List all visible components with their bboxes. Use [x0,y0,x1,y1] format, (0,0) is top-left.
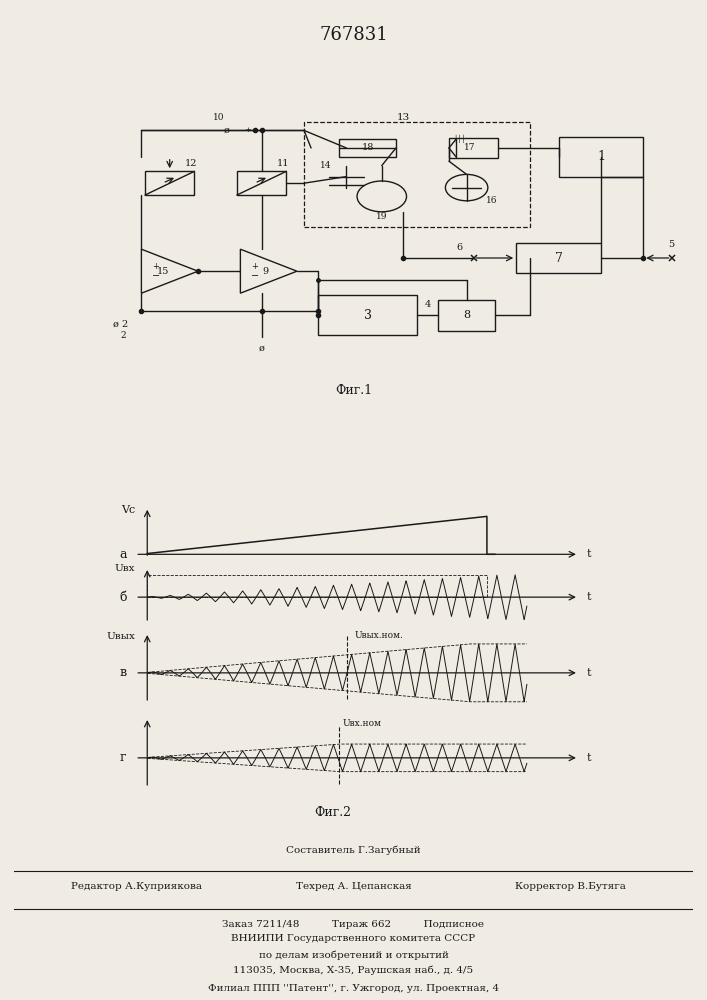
Text: 9: 9 [262,267,268,276]
Bar [449,138,498,158]
Text: Uвых.ном.: Uвых.ном. [355,631,404,640]
Text: Филиал ППП ''Патент'', г. Ужгород, ул. Проектная, 4: Филиал ППП ''Патент'', г. Ужгород, ул. П… [208,984,499,993]
Bar [318,295,417,335]
Text: 3: 3 [363,309,372,322]
Bar [304,122,530,227]
Text: Фиг.2: Фиг.2 [314,806,351,819]
Text: 12: 12 [185,159,197,168]
Text: 7: 7 [554,251,563,264]
Text: 5: 5 [669,240,674,249]
Text: 16: 16 [486,196,497,205]
Text: Uвх.ном: Uвх.ном [343,719,382,728]
Text: 113035, Москва, Х-35, Раушская наб., д. 4/5: 113035, Москва, Х-35, Раушская наб., д. … [233,966,474,975]
Text: а: а [119,548,127,561]
Text: −: − [251,271,259,281]
Text: 15: 15 [156,267,169,276]
Text: t: t [587,668,591,678]
Text: 767831: 767831 [319,26,388,44]
Text: +: + [244,126,251,134]
Text: 10: 10 [214,113,225,122]
Text: 1: 1 [597,150,605,163]
Bar [516,243,601,273]
Text: Uвх: Uвх [115,564,135,573]
Text: 18: 18 [361,143,374,152]
Text: │││: │││ [453,135,466,143]
Text: в: в [119,666,127,679]
Text: Редактор А.Куприякова: Редактор А.Куприякова [71,882,201,891]
Text: 4: 4 [425,300,431,309]
Bar [559,137,643,177]
Text: Фиг.1: Фиг.1 [335,383,372,396]
Text: б: б [119,591,127,604]
Text: ø: ø [259,344,264,353]
Text: Заказ 7211/48          Тираж 662          Подписное: Заказ 7211/48 Тираж 662 Подписное [223,920,484,929]
Polygon shape [240,249,297,293]
Text: Техред А. Цепанская: Техред А. Цепанская [296,882,411,891]
Text: 8: 8 [463,310,470,320]
Bar [145,171,194,195]
Bar [237,171,286,195]
Text: +: + [251,262,258,271]
Text: г: г [119,751,126,764]
Polygon shape [141,249,198,293]
Text: ø 2: ø 2 [112,320,128,328]
Text: t: t [587,753,591,763]
Text: 6: 6 [457,242,462,251]
Text: ВНИИПИ Государственного комитета СССР: ВНИИПИ Государственного комитета СССР [231,934,476,943]
Bar [339,139,396,157]
Text: 17: 17 [464,143,476,152]
Text: Корректор В.Бутяга: Корректор В.Бутяга [515,882,626,891]
Text: Vc: Vc [121,505,135,515]
Bar [438,300,495,331]
Text: 2: 2 [121,330,127,340]
Text: t: t [587,592,591,602]
Text: 13: 13 [397,113,409,122]
Text: по делам изобретений и открытий: по делам изобретений и открытий [259,951,448,960]
Text: −: − [152,271,160,281]
Text: Составитель Г.Загубный: Составитель Г.Загубный [286,845,421,855]
Text: 19: 19 [376,212,387,221]
Text: Uвых: Uвых [106,632,135,641]
Text: 11: 11 [276,159,289,168]
Text: 14: 14 [320,161,331,170]
Text: ø: ø [223,126,229,135]
Text: t: t [587,549,591,559]
Text: +: + [152,262,159,271]
